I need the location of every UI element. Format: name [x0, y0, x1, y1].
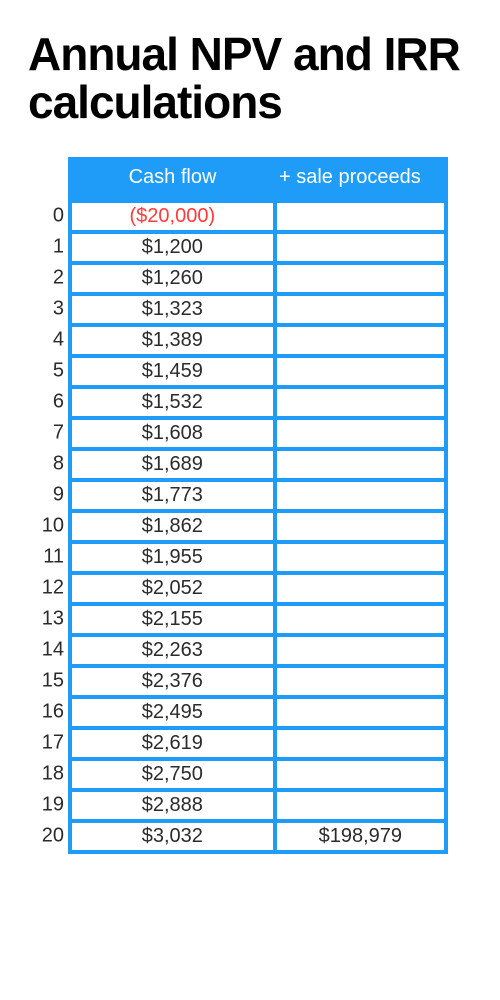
table-row: 7$1,608 — [72, 416, 444, 447]
table-body: 0($20,000)1$1,2002$1,2603$1,3234$1,3895$… — [68, 199, 448, 854]
year-label: 16 — [32, 701, 64, 724]
sale-proceeds-cell — [277, 544, 444, 571]
table-row: 10$1,862 — [72, 509, 444, 540]
table-row: 1$1,200 — [72, 230, 444, 261]
table-row: 15$2,376 — [72, 664, 444, 695]
year-label: 2 — [32, 267, 64, 290]
cash-flow-cell: $2,155 — [72, 606, 277, 633]
sale-proceeds-cell — [277, 234, 444, 261]
page: Annual NPV and IRR calculations Cash flo… — [0, 0, 500, 874]
year-label: 15 — [32, 670, 64, 693]
year-label: 14 — [32, 639, 64, 662]
cash-flow-cell: $1,459 — [72, 358, 277, 385]
table-row: 3$1,323 — [72, 292, 444, 323]
table-row: 5$1,459 — [72, 354, 444, 385]
cash-flow-cell: ($20,000) — [72, 203, 277, 230]
year-label: 3 — [32, 298, 64, 321]
sale-proceeds-cell — [277, 358, 444, 385]
table-row: 17$2,619 — [72, 726, 444, 757]
sale-proceeds-cell — [277, 513, 444, 540]
sale-proceeds-cell — [277, 327, 444, 354]
table-row: 13$2,155 — [72, 602, 444, 633]
cash-flow-cell: $1,389 — [72, 327, 277, 354]
year-label: 10 — [32, 515, 64, 538]
year-label: 4 — [32, 329, 64, 352]
year-label: 0 — [32, 205, 64, 228]
table-row: 16$2,495 — [72, 695, 444, 726]
year-label: 20 — [32, 825, 64, 848]
cash-flow-cell: $2,052 — [72, 575, 277, 602]
sale-proceeds-cell — [277, 389, 444, 416]
cash-flow-cell: $1,323 — [72, 296, 277, 323]
sale-proceeds-cell — [277, 296, 444, 323]
sale-proceeds-cell — [277, 761, 444, 788]
table-row: 18$2,750 — [72, 757, 444, 788]
sale-proceeds-cell — [277, 203, 444, 230]
year-label: 1 — [32, 236, 64, 259]
cash-flow-cell: $2,376 — [72, 668, 277, 695]
sale-proceeds-cell — [277, 451, 444, 478]
year-label: 8 — [32, 453, 64, 476]
year-label: 9 — [32, 484, 64, 507]
col-header-cash-flow: Cash flow — [68, 166, 277, 189]
cash-flow-cell: $2,888 — [72, 792, 277, 819]
page-title: Annual NPV and IRR calculations — [28, 30, 480, 127]
sale-proceeds-cell — [277, 792, 444, 819]
table-row: 19$2,888 — [72, 788, 444, 819]
sale-proceeds-cell — [277, 420, 444, 447]
cash-flow-cell: $2,619 — [72, 730, 277, 757]
table-row: 20$3,032$198,979 — [72, 819, 444, 850]
table-row: 14$2,263 — [72, 633, 444, 664]
cash-flow-cell: $2,263 — [72, 637, 277, 664]
cash-flow-cell: $1,608 — [72, 420, 277, 447]
year-label: 11 — [32, 546, 64, 569]
year-label: 6 — [32, 391, 64, 414]
year-label: 7 — [32, 422, 64, 445]
sale-proceeds-cell — [277, 606, 444, 633]
year-label: 18 — [32, 763, 64, 786]
npv-irr-table: Cash flow + sale proceeds 0($20,000)1$1,… — [68, 157, 448, 854]
table-row: 0($20,000) — [72, 199, 444, 230]
table-row: 4$1,389 — [72, 323, 444, 354]
table-row: 12$2,052 — [72, 571, 444, 602]
cash-flow-cell: $1,773 — [72, 482, 277, 509]
sale-proceeds-cell — [277, 730, 444, 757]
sale-proceeds-cell — [277, 265, 444, 292]
cash-flow-cell: $1,955 — [72, 544, 277, 571]
sale-proceeds-cell — [277, 482, 444, 509]
year-label: 19 — [32, 794, 64, 817]
cash-flow-cell: $1,689 — [72, 451, 277, 478]
table-row: 8$1,689 — [72, 447, 444, 478]
sale-proceeds-cell — [277, 637, 444, 664]
sale-proceeds-cell — [277, 699, 444, 726]
sale-proceeds-cell — [277, 575, 444, 602]
table-row: 9$1,773 — [72, 478, 444, 509]
cash-flow-cell: $3,032 — [72, 823, 277, 850]
cash-flow-cell: $1,260 — [72, 265, 277, 292]
cash-flow-cell: $2,495 — [72, 699, 277, 726]
sale-proceeds-cell — [277, 668, 444, 695]
cash-flow-cell: $2,750 — [72, 761, 277, 788]
year-label: 13 — [32, 608, 64, 631]
cash-flow-cell: $1,862 — [72, 513, 277, 540]
year-label: 17 — [32, 732, 64, 755]
col-header-sale-proceeds: + sale proceeds — [277, 166, 448, 189]
cash-flow-cell: $1,532 — [72, 389, 277, 416]
table-row: 11$1,955 — [72, 540, 444, 571]
cash-flow-cell: $1,200 — [72, 234, 277, 261]
sale-proceeds-cell: $198,979 — [277, 823, 444, 850]
year-label: 5 — [32, 360, 64, 383]
table-header-row: Cash flow + sale proceeds — [68, 157, 448, 199]
year-label: 12 — [32, 577, 64, 600]
table-row: 6$1,532 — [72, 385, 444, 416]
table-row: 2$1,260 — [72, 261, 444, 292]
